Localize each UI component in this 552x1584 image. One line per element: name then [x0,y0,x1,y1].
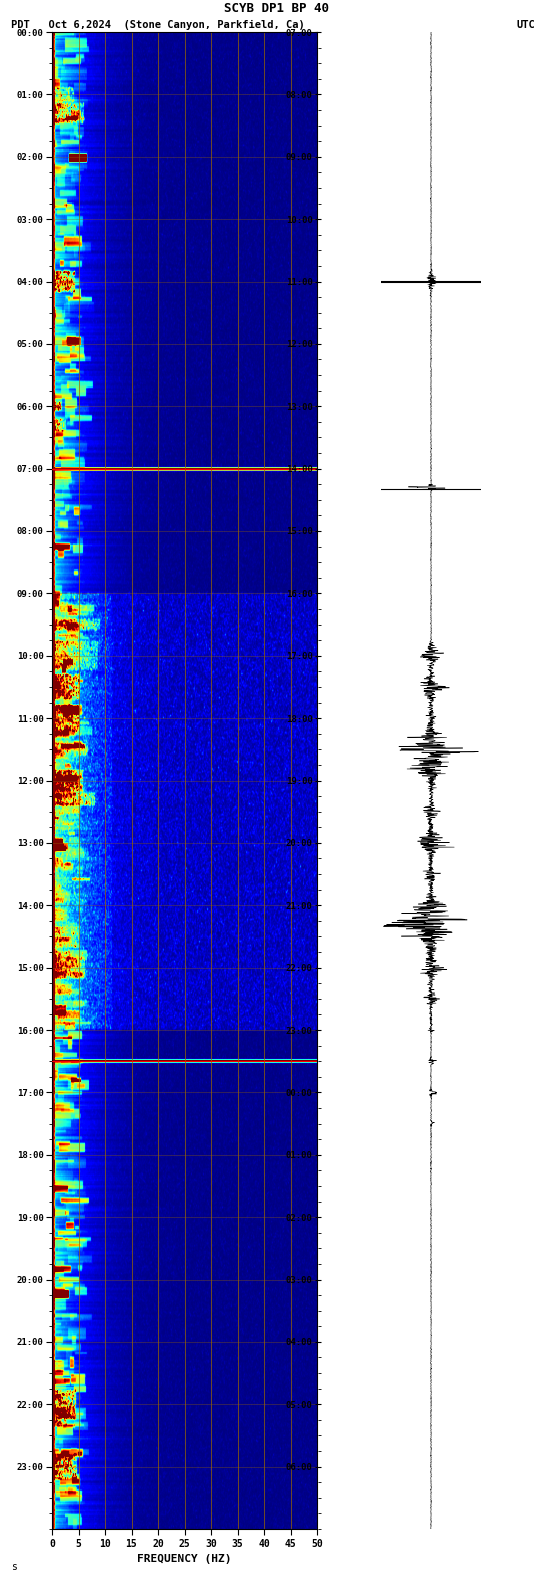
Text: UTC: UTC [517,21,535,30]
Text: s: s [11,1562,17,1573]
X-axis label: FREQUENCY (HZ): FREQUENCY (HZ) [137,1554,232,1563]
Text: SCYB DP1 BP 40: SCYB DP1 BP 40 [224,3,328,16]
Text: PDT   Oct 6,2024  (Stone Canyon, Parkfield, Ca): PDT Oct 6,2024 (Stone Canyon, Parkfield,… [11,21,305,30]
